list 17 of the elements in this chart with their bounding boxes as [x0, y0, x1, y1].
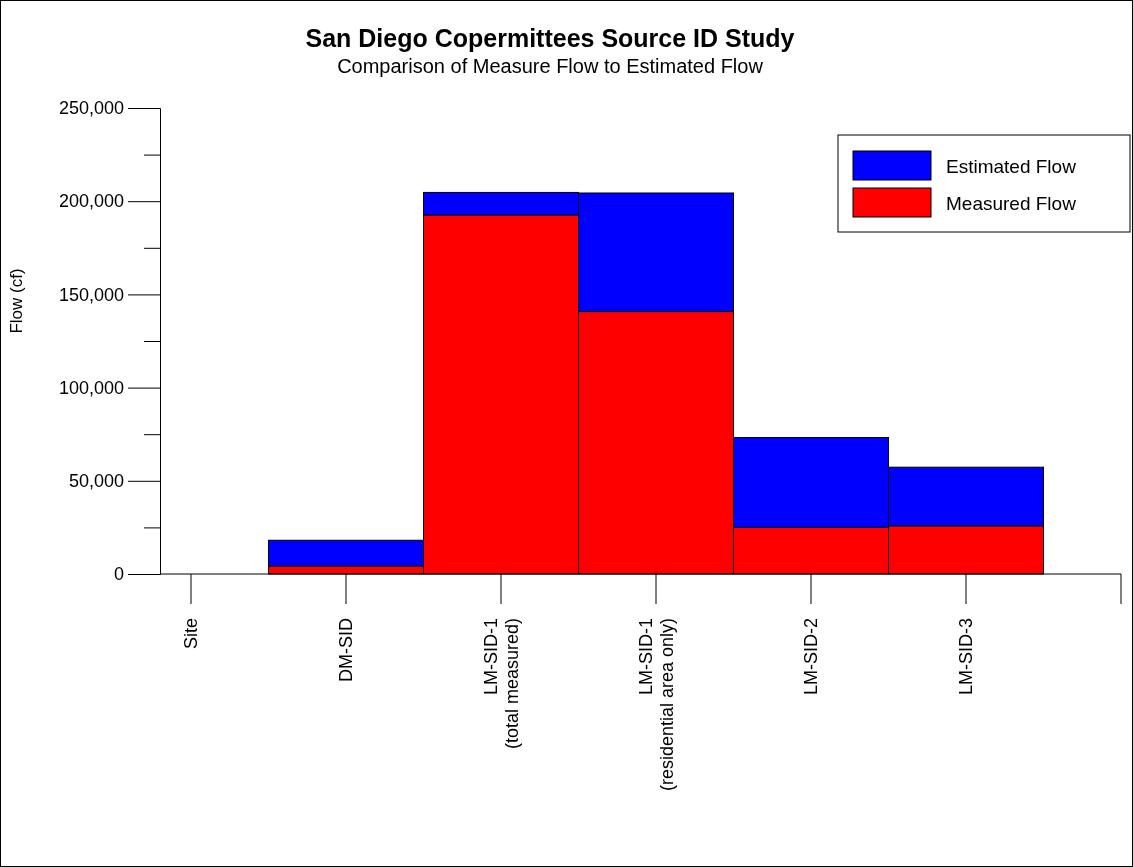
x-tick-label: DM-SID	[336, 618, 356, 682]
y-tick-label: 200,000	[58, 191, 124, 212]
chart-title: San Diego Copermittees Source ID Study	[305, 24, 795, 52]
x-tick-label: LM-SID-1 (residential area only)	[635, 618, 677, 792]
x-tick-label: LM-SID-2	[801, 618, 821, 696]
x-tick-label: LM-SID-1 (total measured)	[480, 618, 522, 750]
y-tick-label: 250,000	[58, 98, 124, 119]
legend-label: Measured Flow	[946, 193, 1077, 214]
chart-subtitle: Comparison of Measure Flow to Estimated Flow	[337, 55, 764, 77]
x-tick-label: LM-SID-3	[956, 618, 976, 696]
y-tick-label: 150,000	[58, 284, 124, 305]
y-axis-title: Flow (cf)	[7, 268, 26, 334]
y-tick-label: 0	[113, 564, 124, 585]
legend-label: Estimated Flow	[946, 156, 1077, 177]
y-tick-label: 100,000	[58, 377, 124, 398]
x-tick-label: Site	[181, 618, 201, 650]
y-tick-label: 50,000	[68, 471, 124, 492]
